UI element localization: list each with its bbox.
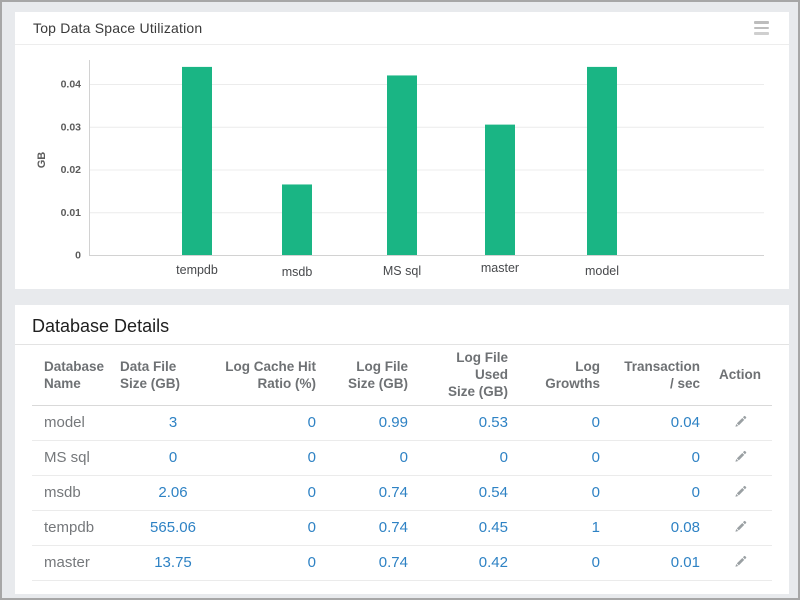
cell-action (708, 440, 772, 475)
cell-value: 0.08 (608, 510, 708, 545)
cell-value: 0.54 (416, 475, 516, 510)
y-tick-label: 0 (75, 250, 81, 262)
cell-value: 0.74 (324, 545, 416, 580)
utilization-chart: 0 0.01 0.02 0.03 0.04 GB tempdb msdb MS sql maste… (15, 12, 789, 289)
cell-action (708, 510, 772, 545)
column-header-database-name: DatabaseName (32, 345, 112, 405)
pencil-edit-icon (733, 554, 748, 569)
column-header-log-file-used-size-gb-: Log File UsedSize (GB) (416, 345, 516, 405)
bar-model[interactable] (587, 67, 617, 255)
table-row: master13.7500.740.4200.01 (32, 545, 772, 580)
cell-database-name: MS sql (32, 440, 112, 475)
y-tick-label: 0.02 (61, 164, 82, 176)
hamburger-menu-icon[interactable] (752, 18, 771, 38)
table-row: model300.990.5300.04 (32, 405, 772, 440)
cell-value: 0 (112, 440, 212, 475)
bar-tempdb[interactable] (182, 67, 212, 255)
x-axis-label: MS sql (383, 264, 421, 278)
table-row: msdb2.0600.740.5400 (32, 475, 772, 510)
cell-database-name: tempdb (32, 510, 112, 545)
cell-value: 0.04 (608, 405, 708, 440)
y-tick-label: 0.03 (61, 121, 82, 133)
table-row: MS sql000000 (32, 440, 772, 475)
cell-value: 0 (212, 405, 324, 440)
table-header-row: DatabaseNameData FileSize (GB)Log Cache … (32, 345, 772, 405)
column-header-transaction-sec: Transaction/ sec (608, 345, 708, 405)
column-header-action: Action (708, 345, 772, 405)
cell-value: 0.74 (324, 510, 416, 545)
cell-value: 0 (608, 475, 708, 510)
edit-row-button[interactable] (729, 482, 752, 501)
bar-ms-sql[interactable] (387, 75, 417, 255)
cell-action (708, 405, 772, 440)
dashboard-page: { "window": { "background": "#e8eaed", "… (0, 0, 800, 600)
x-axis-label: master (481, 261, 519, 275)
cell-value: 0 (516, 475, 608, 510)
cell-value: 2.06 (112, 475, 212, 510)
table-row: tempdb565.0600.740.4510.08 (32, 510, 772, 545)
table-title: Database Details (32, 316, 169, 336)
cell-value: 565.06 (112, 510, 212, 545)
table-panel: Database Details DatabaseNameData FileSi… (15, 305, 789, 594)
cell-value: 0 (212, 510, 324, 545)
cell-value: 0 (212, 475, 324, 510)
cell-value: 0.99 (324, 405, 416, 440)
cell-value: 3 (112, 405, 212, 440)
cell-value: 0 (212, 440, 324, 475)
edit-row-button[interactable] (729, 447, 752, 466)
cell-value: 0.53 (416, 405, 516, 440)
chart-title: Top Data Space Utilization (33, 20, 202, 36)
y-tick-label: 0.01 (61, 207, 82, 219)
bar-msdb[interactable] (282, 184, 312, 255)
edit-row-button[interactable] (729, 552, 752, 571)
cell-value: 0 (516, 440, 608, 475)
pencil-edit-icon (733, 414, 748, 429)
y-tick-label: 0.04 (61, 79, 82, 91)
x-axis-label: tempdb (176, 263, 218, 277)
column-header-data-file-size-gb-: Data FileSize (GB) (112, 345, 212, 405)
cell-database-name: model (32, 405, 112, 440)
cell-value: 13.75 (112, 545, 212, 580)
cell-value: 0.42 (416, 545, 516, 580)
cell-action (708, 475, 772, 510)
pencil-edit-icon (733, 449, 748, 464)
pencil-edit-icon (733, 484, 748, 499)
cell-value: 0.74 (324, 475, 416, 510)
y-axis-title: GB (36, 152, 48, 169)
x-axis-label: model (585, 264, 619, 278)
table-panel-header: Database Details (15, 305, 789, 345)
edit-row-button[interactable] (729, 517, 752, 536)
chart-panel: Top Data Space Utilization 0 0.01 0.02 0.03… (15, 12, 789, 289)
x-axis-label: msdb (282, 265, 313, 279)
cell-value: 1 (516, 510, 608, 545)
bar-master[interactable] (485, 125, 515, 255)
database-details-table: DatabaseNameData FileSize (GB)Log Cache … (32, 345, 772, 581)
cell-value: 0 (212, 545, 324, 580)
pencil-edit-icon (733, 519, 748, 534)
column-header-log-file-size-gb-: Log FileSize (GB) (324, 345, 416, 405)
cell-value: 0 (608, 440, 708, 475)
column-header-log-cache-hit-ratio-: Log Cache HitRatio (%) (212, 345, 324, 405)
cell-value: 0.45 (416, 510, 516, 545)
chart-panel-header: Top Data Space Utilization (15, 12, 789, 45)
cell-value: 0 (324, 440, 416, 475)
cell-action (708, 545, 772, 580)
cell-value: 0.01 (608, 545, 708, 580)
cell-database-name: msdb (32, 475, 112, 510)
cell-value: 0 (516, 545, 608, 580)
cell-database-name: master (32, 545, 112, 580)
cell-value: 0 (416, 440, 516, 475)
column-header-log-growths: LogGrowths (516, 345, 608, 405)
edit-row-button[interactable] (729, 412, 752, 431)
cell-value: 0 (516, 405, 608, 440)
